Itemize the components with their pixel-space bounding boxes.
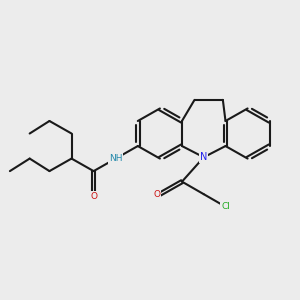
Text: NH: NH xyxy=(109,154,122,163)
Text: Cl: Cl xyxy=(221,202,230,211)
Text: O: O xyxy=(154,190,161,199)
Text: N: N xyxy=(200,152,207,162)
Text: O: O xyxy=(90,192,97,201)
